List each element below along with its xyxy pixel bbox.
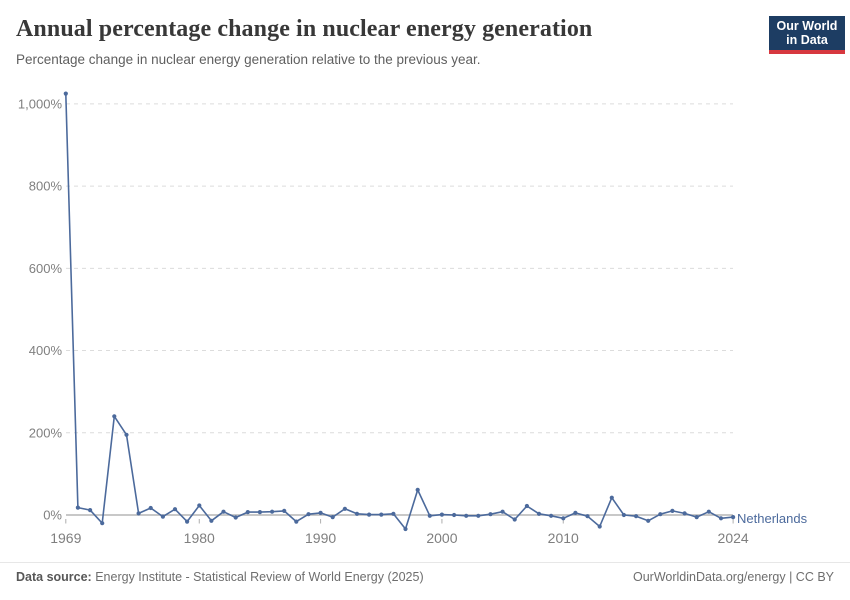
y-axis-label: 1,000% xyxy=(18,96,63,111)
data-point[interactable] xyxy=(379,512,384,517)
data-point[interactable] xyxy=(439,512,444,517)
data-point[interactable] xyxy=(731,515,736,520)
y-axis-label: 600% xyxy=(29,261,63,276)
data-point[interactable] xyxy=(464,513,469,518)
data-point[interactable] xyxy=(100,521,105,526)
data-point[interactable] xyxy=(306,512,311,517)
data-point[interactable] xyxy=(342,506,347,511)
x-axis-label: 2010 xyxy=(548,530,579,546)
data-point[interactable] xyxy=(354,511,360,516)
x-axis-label: 1969 xyxy=(50,530,81,546)
data-point[interactable] xyxy=(706,509,711,514)
data-point[interactable] xyxy=(427,513,432,518)
data-point[interactable] xyxy=(718,516,724,521)
data-point[interactable] xyxy=(367,512,372,517)
credit-link[interactable]: OurWorldinData.org/energy | CC BY xyxy=(632,570,834,584)
x-axis-label: 2000 xyxy=(426,530,457,546)
data-source-prefix: Data source: xyxy=(16,570,92,584)
data-point[interactable] xyxy=(63,91,68,96)
owid-logo: Our World in Data xyxy=(769,16,845,54)
series-line-netherlands[interactable] xyxy=(65,92,734,530)
data-point[interactable] xyxy=(573,510,578,515)
footer-divider xyxy=(0,562,850,563)
owid-logo-line2: in Data xyxy=(786,33,828,47)
data-point[interactable] xyxy=(694,515,699,520)
data-point[interactable] xyxy=(658,512,663,517)
chart-title: Annual percentage change in nuclear ener… xyxy=(16,16,593,42)
data-point[interactable] xyxy=(88,508,93,513)
data-point[interactable] xyxy=(160,514,165,519)
data-point[interactable] xyxy=(221,509,226,514)
data-point[interactable] xyxy=(294,519,299,524)
data-point[interactable] xyxy=(646,518,651,523)
chart-footer: Data source: Energy Institute - Statisti… xyxy=(16,570,834,584)
y-axis-label: 800% xyxy=(29,179,63,194)
data-point[interactable] xyxy=(257,509,262,515)
data-point[interactable] xyxy=(524,503,530,509)
data-point[interactable] xyxy=(621,512,627,518)
data-point[interactable] xyxy=(391,511,396,516)
data-point[interactable] xyxy=(136,511,141,516)
data-point[interactable] xyxy=(148,505,153,511)
data-point[interactable] xyxy=(330,515,335,520)
data-point[interactable] xyxy=(549,513,554,518)
x-axis-label: 1990 xyxy=(305,530,336,546)
data-point[interactable] xyxy=(536,511,542,516)
series-label-netherlands: Netherlands xyxy=(737,511,808,526)
y-axis-label: 0% xyxy=(43,508,62,523)
data-point[interactable] xyxy=(452,512,457,518)
data-point[interactable] xyxy=(415,487,420,492)
owid-logo-line1: Our World xyxy=(776,19,838,33)
data-source: Data source: Energy Institute - Statisti… xyxy=(16,570,424,584)
data-point[interactable] xyxy=(233,515,238,520)
y-axis-label: 400% xyxy=(29,343,63,358)
data-point[interactable] xyxy=(670,508,675,513)
data-point[interactable] xyxy=(185,519,190,524)
data-point[interactable] xyxy=(124,432,129,437)
data-point[interactable] xyxy=(209,518,214,523)
data-point[interactable] xyxy=(682,511,687,516)
chart-subtitle: Percentage change in nuclear energy gene… xyxy=(16,52,481,67)
data-point[interactable] xyxy=(609,495,614,500)
data-point[interactable] xyxy=(245,509,250,515)
data-point[interactable] xyxy=(197,503,202,508)
data-point[interactable] xyxy=(488,512,493,517)
data-point[interactable] xyxy=(597,524,602,529)
x-axis-label: 2024 xyxy=(718,530,749,546)
data-point[interactable] xyxy=(282,508,287,513)
y-axis-label: 200% xyxy=(29,425,63,440)
data-point[interactable] xyxy=(585,514,590,519)
data-point[interactable] xyxy=(561,516,566,521)
data-point[interactable] xyxy=(512,517,517,522)
data-point[interactable] xyxy=(634,514,639,519)
data-point[interactable] xyxy=(112,414,117,419)
data-point[interactable] xyxy=(476,513,481,518)
data-point[interactable] xyxy=(318,510,323,515)
data-point[interactable] xyxy=(270,509,275,514)
data-point[interactable] xyxy=(172,507,178,512)
x-axis-label: 1980 xyxy=(184,530,215,546)
data-point[interactable] xyxy=(75,505,80,510)
data-source-text: Energy Institute - Statistical Review of… xyxy=(95,570,424,584)
data-point[interactable] xyxy=(403,526,408,532)
data-point[interactable] xyxy=(500,509,505,514)
